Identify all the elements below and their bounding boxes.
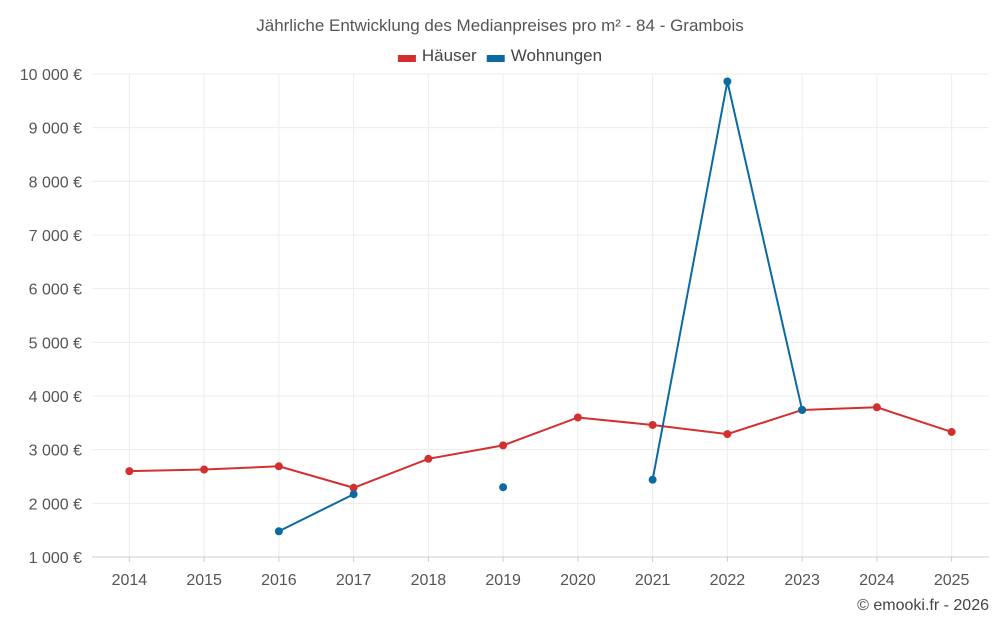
legend-item[interactable]: Häuser <box>397 46 477 65</box>
y-tick-label: 6 000 € <box>29 282 82 299</box>
series-2-point[interactable] <box>274 527 283 536</box>
x-tick-label: 2021 <box>635 572 671 589</box>
x-tick-label: 2025 <box>934 572 970 589</box>
legend: Häuser Wohnungen <box>397 46 602 65</box>
series-2-point[interactable] <box>648 475 657 484</box>
y-tick-label: 5 000 € <box>29 335 82 352</box>
x-tick-label: 2015 <box>186 572 222 589</box>
y-tick-label: 9 000 € <box>29 121 82 138</box>
series-1-point[interactable] <box>947 427 956 436</box>
series-1-point[interactable] <box>349 483 358 492</box>
series-2-point[interactable] <box>349 490 358 499</box>
series-layer <box>125 77 956 536</box>
series-1-point[interactable] <box>499 441 508 450</box>
series-2-line <box>278 493 355 533</box>
series-2-point[interactable] <box>798 405 807 414</box>
series-1-line <box>129 406 952 489</box>
legend-swatch <box>486 55 505 62</box>
series-2-point[interactable] <box>723 77 732 86</box>
x-tick-label: 2022 <box>710 572 746 589</box>
x-tick-label: 2016 <box>261 572 297 589</box>
series-1-point[interactable] <box>723 430 732 439</box>
x-tick-label: 2019 <box>485 572 521 589</box>
y-tick-label: 8 000 € <box>29 174 82 191</box>
series-1-point[interactable] <box>424 454 433 463</box>
legend-swatch <box>397 55 416 62</box>
y-tick-label: 7 000 € <box>29 228 82 245</box>
y-tick-label: 2 000 € <box>29 496 82 513</box>
y-tick-label: 10 000 € <box>20 67 82 84</box>
credit-text: © emooki.fr - 2026 <box>857 597 989 614</box>
x-tick-label: 2024 <box>859 572 895 589</box>
series-1-point[interactable] <box>648 420 657 429</box>
series-1-point[interactable] <box>872 403 881 412</box>
y-tick-label: 3 000 € <box>29 443 82 460</box>
legend-label: Wohnungen <box>511 46 602 65</box>
series-2 <box>274 77 807 536</box>
y-tick-label: 1 000 € <box>29 550 82 567</box>
series-1-point[interactable] <box>200 465 209 474</box>
axes: 1 000 € 2 000 € 3 000 € 4 000 € 5 000 € 6 000… <box>20 67 989 589</box>
grid <box>92 73 989 557</box>
series-1-point[interactable] <box>573 413 582 422</box>
x-tick-label: 2023 <box>784 572 820 589</box>
series-1 <box>125 403 956 492</box>
x-tick-label: 2014 <box>112 572 148 589</box>
legend-item[interactable]: Wohnungen <box>486 46 602 65</box>
chart-title: Jährliche Entwicklung des Medianpreises … <box>256 16 744 35</box>
series-1-point[interactable] <box>125 467 134 476</box>
y-tick-label: 4 000 € <box>29 389 82 406</box>
series-1-point[interactable] <box>274 462 283 471</box>
series-2-point[interactable] <box>499 483 508 492</box>
x-tick-label: 2017 <box>336 572 372 589</box>
x-tick-label: 2018 <box>411 572 447 589</box>
x-tick-label: 2020 <box>560 572 596 589</box>
legend-label: Häuser <box>422 46 477 65</box>
